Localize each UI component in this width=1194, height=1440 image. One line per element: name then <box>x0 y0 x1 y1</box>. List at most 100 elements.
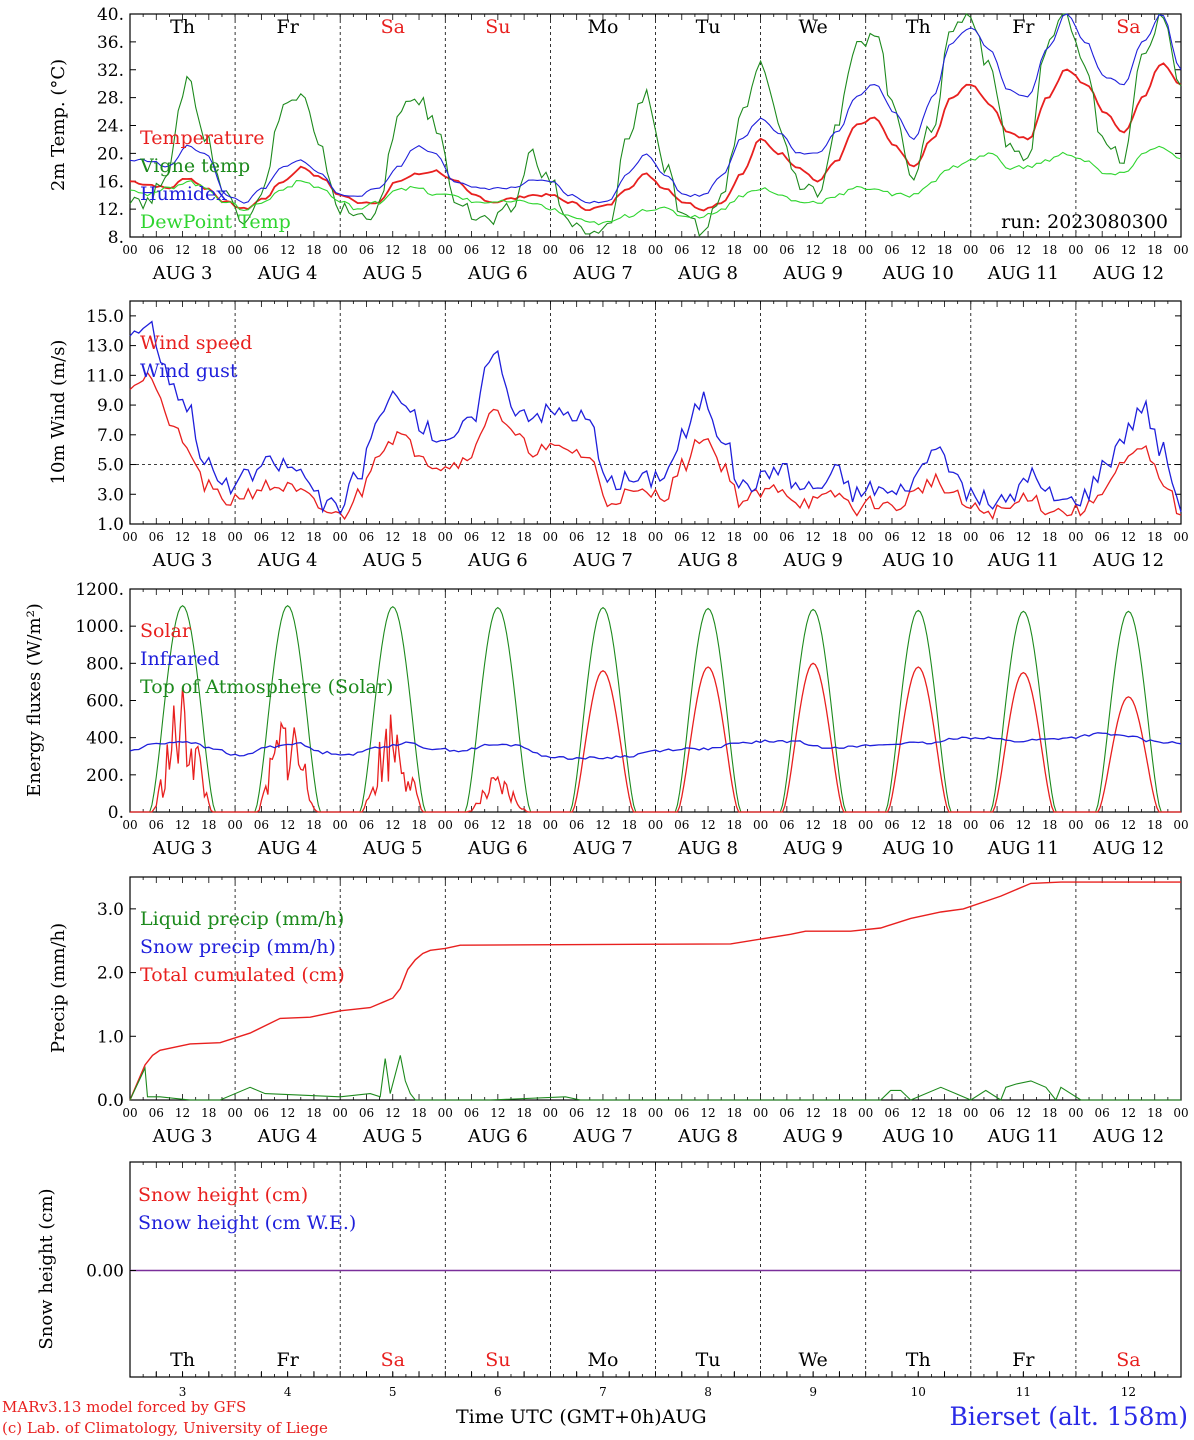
date-label: AUG 8 <box>677 263 738 284</box>
hour-tick-label: 18 <box>727 1106 742 1120</box>
hour-tick-label: 00 <box>1173 1106 1188 1120</box>
hour-tick-label: 00 <box>333 818 348 832</box>
hour-tick-label: 12 <box>1121 1106 1136 1120</box>
hour-tick-label: 06 <box>1095 818 1110 832</box>
date-label: AUG 10 <box>882 550 954 571</box>
hour-tick-label: 18 <box>306 1106 321 1120</box>
y-tick-label: 1000. <box>75 617 124 637</box>
hour-tick-label: 00 <box>1068 818 1083 832</box>
hour-tick-label: 18 <box>937 818 952 832</box>
y-tick-label: 24. <box>97 117 124 137</box>
y-tick-label: 8. <box>108 228 124 248</box>
hour-tick-label: 12 <box>1016 243 1031 257</box>
hour-tick-label: 06 <box>464 1106 479 1120</box>
hour-tick-label: 18 <box>201 530 216 544</box>
hour-tick-label: 12 <box>700 530 715 544</box>
hour-tick-label: 06 <box>464 818 479 832</box>
hour-tick-label: 06 <box>359 530 374 544</box>
y-tick-label: 1.0 <box>97 1027 124 1047</box>
hour-tick-label: 00 <box>858 530 873 544</box>
legend-entry: Snow height (cm) <box>138 1184 308 1206</box>
hour-tick-label: 00 <box>438 818 453 832</box>
hour-tick-label: 18 <box>516 1106 531 1120</box>
hour-tick-label: 12 <box>280 1106 295 1120</box>
date-label: AUG 11 <box>987 1126 1059 1147</box>
hour-tick-label: 00 <box>858 243 873 257</box>
wind-series-line <box>129 320 1182 516</box>
day-number-label: 3 <box>179 1385 187 1399</box>
hour-tick-label: 06 <box>779 818 794 832</box>
station-name: Bierset (alt. 158m) <box>949 1402 1188 1431</box>
hour-tick-label: 06 <box>569 530 584 544</box>
hour-tick-label: 18 <box>306 243 321 257</box>
date-label: AUG 5 <box>362 550 423 571</box>
hour-tick-label: 18 <box>1147 818 1162 832</box>
hour-tick-label: 06 <box>989 818 1004 832</box>
hour-tick-label: 12 <box>490 243 505 257</box>
hour-tick-label: 18 <box>832 243 847 257</box>
weekday-label: Sa <box>1116 16 1140 38</box>
hour-tick-label: 00 <box>543 818 558 832</box>
hour-tick-label: 00 <box>1173 530 1188 544</box>
weekday-label-bottom: Fr <box>277 1349 300 1371</box>
legend-entry: Vigne temp <box>139 155 250 177</box>
hour-tick-label: 12 <box>595 530 610 544</box>
date-label: AUG 3 <box>152 550 213 571</box>
hour-tick-label: 00 <box>122 818 137 832</box>
date-label: AUG 4 <box>257 263 318 284</box>
date-label: AUG 11 <box>987 263 1059 284</box>
hour-tick-label: 00 <box>227 243 242 257</box>
y-tick-label: 28. <box>97 89 124 109</box>
hour-tick-label: 00 <box>963 1106 978 1120</box>
date-label: AUG 3 <box>152 1126 213 1147</box>
legend-entry: Solar <box>140 620 192 642</box>
y-tick-label: 3.0 <box>97 900 124 920</box>
legend-entry: Liquid precip (mm/h) <box>140 908 344 930</box>
hour-tick-label: 00 <box>438 530 453 544</box>
hour-tick-label: 06 <box>254 530 269 544</box>
hour-tick-label: 00 <box>963 530 978 544</box>
hour-tick-label: 12 <box>1016 818 1031 832</box>
date-label: AUG 10 <box>882 1126 954 1147</box>
run-annotation: run: 2023080300 <box>1001 211 1168 233</box>
hour-tick-label: 18 <box>411 243 426 257</box>
hour-tick-label: 12 <box>911 243 926 257</box>
hour-tick-label: 00 <box>122 530 137 544</box>
y-tick-label: 40. <box>97 5 124 25</box>
time-axis-title: Time UTC (GMT+0h)AUG <box>456 1406 707 1428</box>
hour-tick-label: 06 <box>779 530 794 544</box>
hour-tick-label: 06 <box>1095 1106 1110 1120</box>
y-tick-label: 400. <box>86 729 124 749</box>
hour-tick-label: 00 <box>227 1106 242 1120</box>
date-label: AUG 11 <box>987 838 1059 859</box>
hour-tick-label: 18 <box>1042 243 1057 257</box>
hour-tick-label: 00 <box>753 243 768 257</box>
y-tick-label: 0.00 <box>86 1262 124 1282</box>
hour-tick-label: 00 <box>543 243 558 257</box>
hour-tick-label: 18 <box>411 818 426 832</box>
y-axis-label: 10m Wind (m/s) <box>48 340 69 485</box>
temp-series-line <box>129 145 1182 226</box>
weekday-label-bottom: Th <box>906 1349 931 1371</box>
hour-tick-label: 06 <box>254 818 269 832</box>
hour-tick-label: 12 <box>700 243 715 257</box>
hour-tick-label: 00 <box>1173 243 1188 257</box>
hour-tick-label: 18 <box>622 1106 637 1120</box>
hour-tick-label: 00 <box>333 1106 348 1120</box>
day-number-label: 9 <box>809 1385 817 1399</box>
hour-tick-label: 06 <box>149 530 164 544</box>
hour-tick-label: 00 <box>227 530 242 544</box>
weekday-label-bottom: Su <box>485 1349 510 1371</box>
hour-tick-label: 06 <box>674 530 689 544</box>
hour-tick-label: 06 <box>989 530 1004 544</box>
y-tick-label: 15.0 <box>86 307 124 327</box>
date-label: AUG 5 <box>362 1126 423 1147</box>
weekday-label-bottom: Fr <box>1012 1349 1035 1371</box>
date-label: AUG 8 <box>677 838 738 859</box>
hour-tick-label: 00 <box>648 1106 663 1120</box>
hour-tick-label: 12 <box>700 818 715 832</box>
hour-tick-label: 18 <box>727 530 742 544</box>
hour-tick-label: 18 <box>201 243 216 257</box>
hour-tick-label: 18 <box>832 818 847 832</box>
hour-tick-label: 12 <box>700 1106 715 1120</box>
